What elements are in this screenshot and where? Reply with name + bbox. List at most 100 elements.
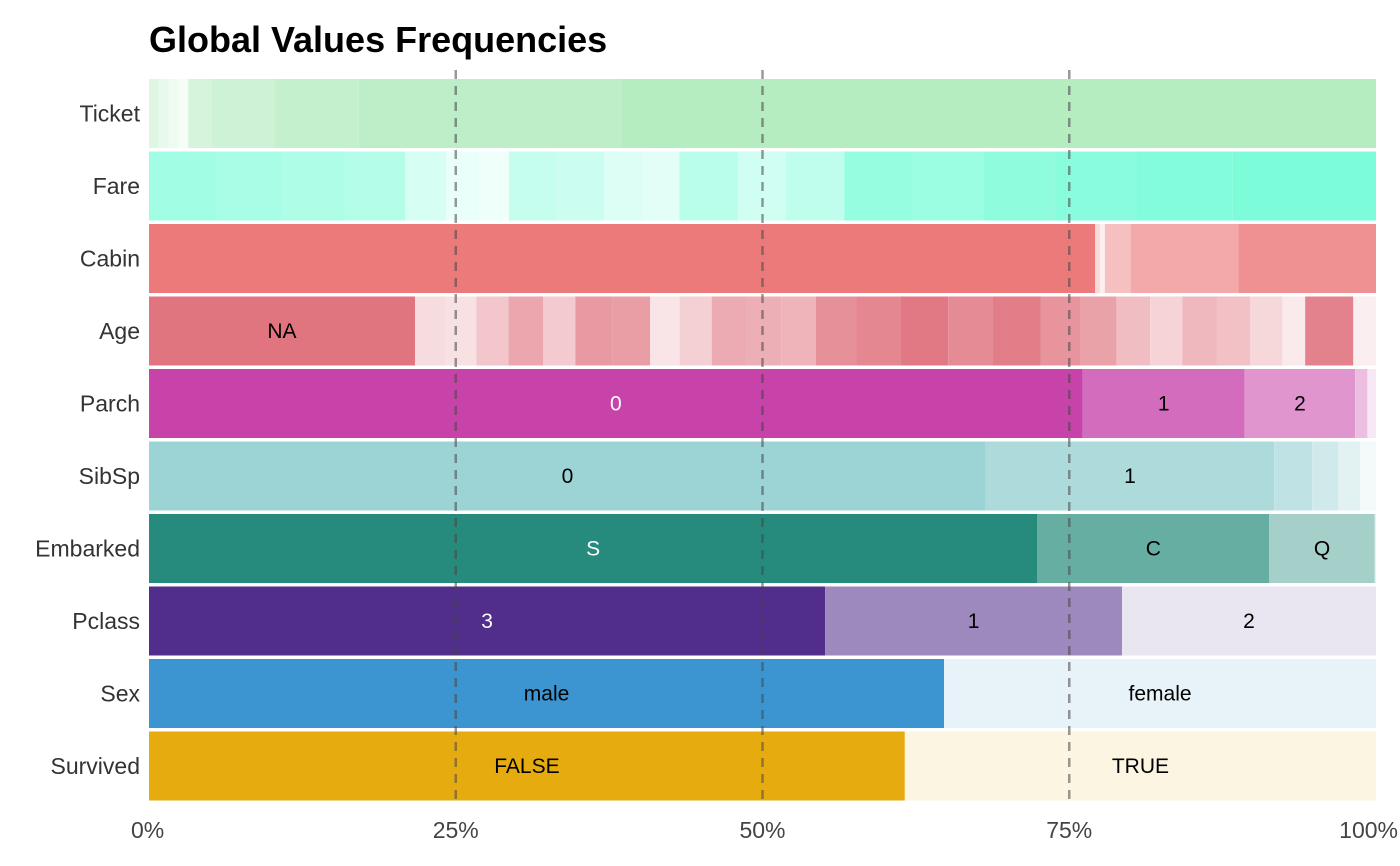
bar-segment (1040, 296, 1081, 366)
bar-segment (149, 151, 218, 221)
segment-label: 2 (1243, 610, 1255, 633)
bar-segment (746, 296, 782, 366)
category-label: Embarked (35, 536, 140, 562)
bar-segment (1337, 441, 1361, 511)
bar-segment (1037, 514, 1270, 583)
x-tick-label: 100% (1339, 817, 1398, 843)
bar-segment (904, 731, 1376, 801)
bar-segment (508, 151, 557, 221)
bar-segment (1232, 151, 1376, 221)
bar-segment (948, 296, 993, 366)
bar-segment (992, 296, 1041, 366)
bar-segment (1054, 151, 1137, 221)
bar-segment (274, 79, 359, 148)
segment-label: 3 (481, 610, 493, 633)
category-labels: Ticket Fare Cabin Age Parch SibSp Embarked Pcla… (35, 101, 140, 780)
bar-segment (679, 296, 712, 366)
bar-segment (543, 296, 576, 366)
bar-segment (1080, 296, 1117, 366)
bar-segment (282, 151, 346, 221)
bar-row-ticket (149, 79, 1376, 148)
category-label: Sex (100, 681, 140, 707)
bar-segment (983, 151, 1055, 221)
bar-segment (650, 296, 680, 366)
segment-label: NA (267, 320, 296, 343)
segment-label: female (1129, 683, 1192, 706)
bar-row-parch: 0 1 2 (149, 369, 1376, 438)
category-label: Cabin (80, 246, 140, 272)
bar-segment (1130, 224, 1239, 293)
bar-segment (1216, 296, 1251, 366)
bar-segment (944, 659, 1376, 728)
bar-segment (508, 296, 544, 366)
segment-label: 1 (1124, 465, 1136, 488)
bar-segment (188, 79, 212, 148)
bar-segment (149, 369, 1083, 438)
bar-segment (149, 731, 905, 801)
reference-lines (454, 70, 1071, 806)
bar-segment (149, 79, 159, 148)
bar-segment (149, 514, 1038, 583)
bar-segment (1312, 441, 1338, 511)
bar-segment (1150, 296, 1183, 366)
bar-segment (1353, 296, 1376, 366)
bar-segment (149, 441, 986, 511)
bar-row-survived: FALSE TRUE (149, 731, 1376, 801)
bar-segment (1269, 514, 1375, 583)
bar-segment (856, 296, 901, 366)
bar-segment (445, 296, 477, 366)
bar-segment (1305, 296, 1354, 366)
bar-segment (1282, 296, 1306, 366)
bar-segment (414, 296, 446, 366)
segment-label: male (524, 683, 570, 706)
category-label: SibSp (79, 463, 140, 489)
bar-segment (1274, 441, 1313, 511)
bar-segment (478, 151, 509, 221)
bar-segment (844, 151, 914, 221)
segment-label: TRUE (1112, 755, 1169, 778)
bar-segment (1116, 296, 1151, 366)
segment-label: 1 (1158, 393, 1170, 416)
bar-segment (604, 151, 643, 221)
category-label: Fare (93, 173, 140, 199)
segment-label: S (586, 538, 600, 561)
bar-segment (1095, 224, 1100, 293)
category-label: Pclass (72, 608, 140, 634)
x-tick-label: 50% (739, 817, 785, 843)
bar-segment (1136, 151, 1233, 221)
bar-segment (1374, 514, 1376, 583)
bar-segment (1099, 224, 1105, 293)
bar-row-cabin (149, 224, 1376, 293)
bar-segment (345, 151, 406, 221)
bar-segment (612, 296, 651, 366)
bar-segment (1360, 441, 1376, 511)
bar-segment (711, 296, 747, 366)
x-tick-label: 25% (433, 817, 479, 843)
bar-segment (781, 296, 816, 366)
segment-label: 1 (968, 610, 980, 633)
bar-segment (1355, 369, 1368, 438)
bar-segment (815, 296, 857, 366)
x-tick-label: 75% (1046, 817, 1092, 843)
bar-segment (575, 296, 613, 366)
bar-segment (825, 586, 1123, 656)
bar-segment (679, 151, 738, 221)
bar-row-age: NA (149, 296, 1376, 366)
bar-segment (358, 79, 622, 148)
bar-segment (178, 79, 189, 148)
bar-segment (1244, 369, 1356, 438)
bar-segment (1238, 224, 1376, 293)
bar-segment (985, 441, 1275, 511)
bar-segment (556, 151, 605, 221)
bar-segment (1104, 224, 1131, 293)
segment-label: C (1146, 538, 1161, 561)
bar-segment (405, 151, 447, 221)
category-label: Age (99, 318, 140, 344)
bar-segment (158, 79, 169, 148)
bar-segment (1367, 369, 1376, 438)
bar-segment (217, 151, 283, 221)
segment-label: FALSE (494, 755, 559, 778)
